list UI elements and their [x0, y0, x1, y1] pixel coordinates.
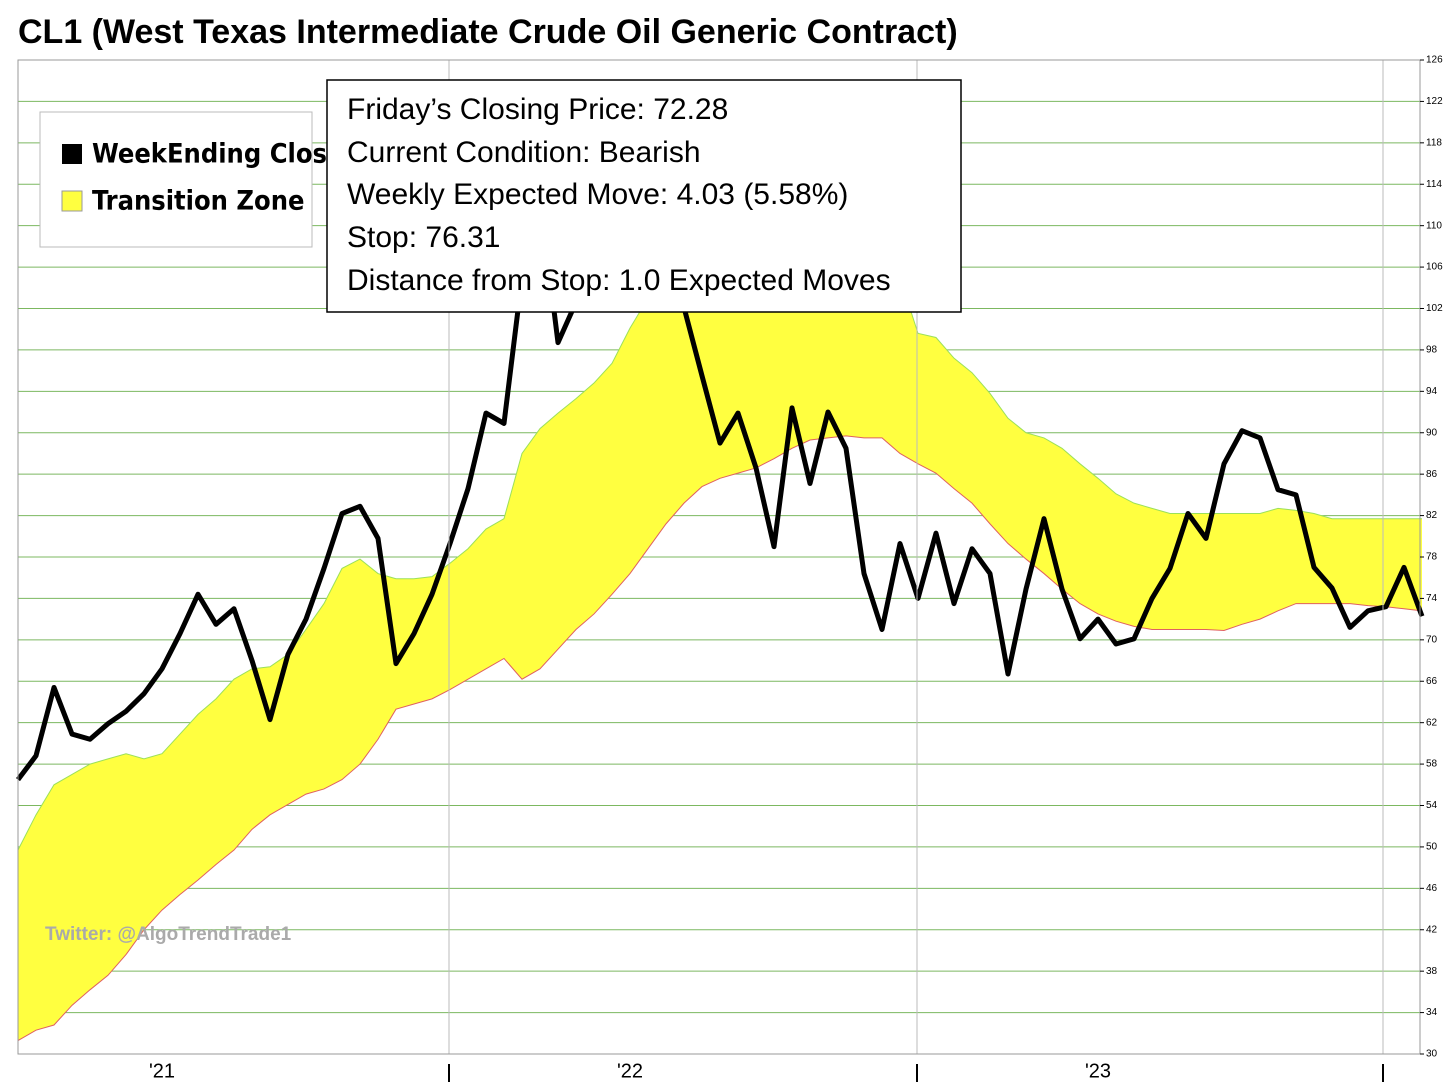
legend-label: Transition Zone — [92, 186, 305, 217]
y-tick-label: 74 — [1426, 593, 1438, 604]
y-tick-label: 62 — [1426, 717, 1438, 728]
y-tick-label: 90 — [1426, 427, 1438, 438]
y-tick-label: 86 — [1426, 469, 1438, 480]
info-line: Distance from Stop: 1.0 Expected Moves — [347, 264, 891, 297]
y-tick-label: 118 — [1426, 137, 1442, 148]
y-tick-label: 70 — [1426, 634, 1438, 645]
y-tick-label: 102 — [1426, 303, 1443, 314]
legend-box — [39, 111, 313, 248]
y-tick-label: 58 — [1426, 759, 1438, 770]
y-tick-label: 126 — [1426, 55, 1443, 66]
y-tick-label: 66 — [1426, 676, 1438, 687]
y-tick-label: 106 — [1426, 262, 1443, 273]
y-tick-label: 46 — [1426, 883, 1438, 894]
info-line: Friday’s Closing Price: 72.28 — [347, 93, 728, 126]
y-tick-label: 122 — [1426, 96, 1443, 107]
legend: WeekEnding Close Transition Zone — [39, 111, 343, 248]
legend-swatch — [61, 190, 83, 212]
info-line: Current Condition: Bearish — [347, 136, 701, 169]
close-line — [16, 195, 1425, 782]
legend-label: WeekEnding Close — [92, 139, 343, 170]
y-tick-label: 114 — [1426, 179, 1442, 190]
y-tick-label: 54 — [1426, 800, 1438, 811]
y-tick-label: 30 — [1426, 1049, 1438, 1060]
y-tick-label: 34 — [1426, 1007, 1438, 1018]
x-tick-label: '23 — [1085, 1060, 1111, 1082]
info-box: Friday’s Closing Price: 72.28 Current Co… — [326, 79, 962, 313]
y-tick-label: 78 — [1426, 552, 1438, 563]
chart-title: CL1 (West Texas Intermediate Crude Oil G… — [18, 13, 958, 51]
x-tick-label: '22 — [617, 1060, 643, 1082]
zone-lower-edge — [17, 435, 1423, 1041]
watermark: Twitter: @AlgoTrendTrade1 — [45, 924, 292, 945]
x-tick-label: '21 — [149, 1060, 175, 1082]
y-tick-label: 38 — [1426, 966, 1438, 977]
info-line: Weekly Expected Move: 4.03 (5.58%) — [347, 178, 848, 211]
y-tick-label: 50 — [1426, 842, 1438, 853]
y-tick-label: 98 — [1426, 345, 1438, 356]
legend-swatch — [62, 144, 82, 164]
y-tick-label: 42 — [1426, 924, 1438, 935]
info-box-frame — [326, 79, 962, 313]
y-tick-label: 94 — [1426, 386, 1438, 397]
info-line: Stop: 76.31 — [347, 221, 500, 254]
y-tick-label: 82 — [1426, 510, 1438, 521]
transition-zone — [18, 241, 1422, 1041]
y-tick-label: 110 — [1426, 220, 1442, 231]
